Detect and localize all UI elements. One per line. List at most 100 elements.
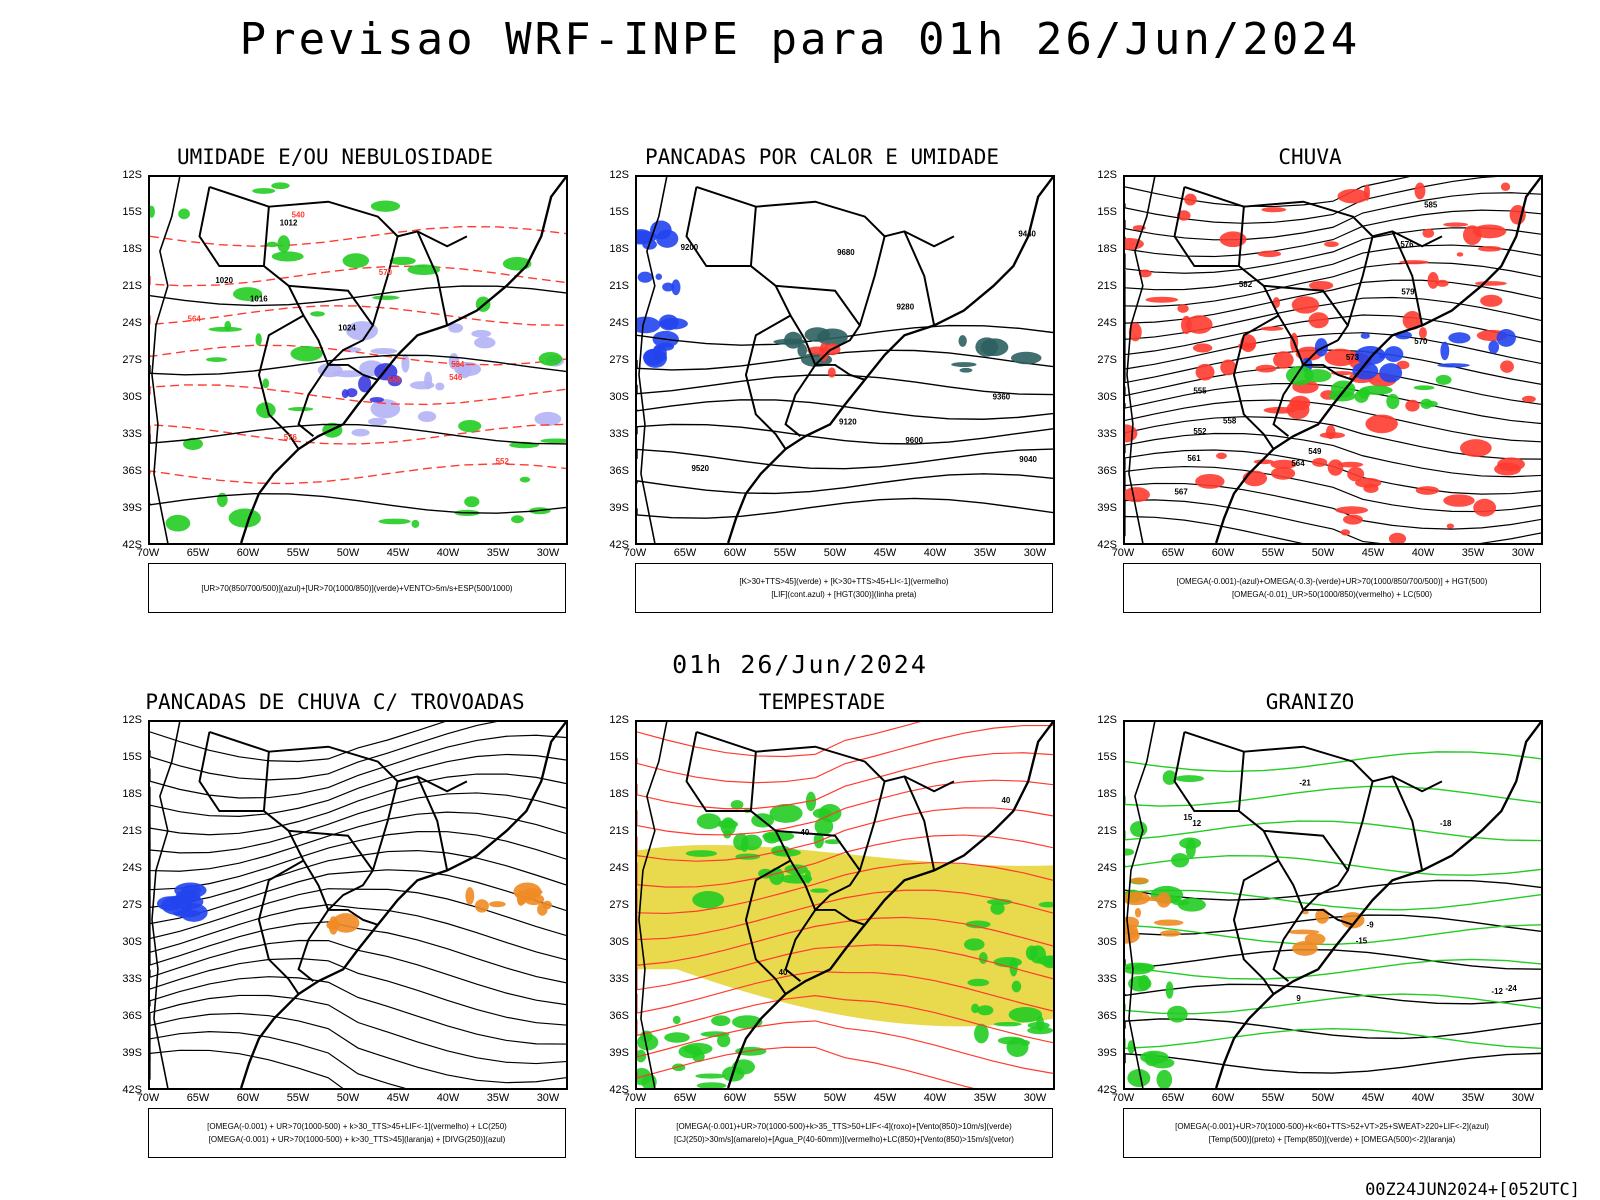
map-layer [150,722,566,1088]
legend-line: [OMEGA(-0.001)-(azul)+OMEGA(-0.3)-(verde… [1176,577,1488,586]
contour-label: 579 [1401,288,1415,297]
lat-tick-label: 36S [122,465,142,477]
lat-tick-label: 33S [609,973,629,985]
lon-tick-label: 70W [1111,547,1135,559]
lat-tick-label: 24S [609,862,629,874]
lon-tick-label: 30W [1511,547,1535,559]
lon-tick-label: 40W [436,1092,460,1104]
lat-axis: 12S 15S 18S 21S 24S 27S 30S 33S 36S 39S 42S [1075,169,1121,551]
legend-line: [LIF](cont.azul) + [HGT(300)](linha pret… [771,590,917,599]
lat-tick-label: 21S [1097,280,1117,292]
lon-tick-label: 55W [1261,547,1285,559]
lon-tick-label: 40W [923,547,947,559]
panel-title: PANCADAS DE CHUVA C/ TROVOADAS [145,690,525,714]
weather-map: -9 -12 -15 -18 -21 -24 12 15 9 [1123,720,1543,1090]
legend-line: [UR>70(850/700/500)](azul)+[UR>70(1000/8… [201,583,513,593]
contour-label: 534 [451,360,465,369]
lat-tick-label: 12S [122,169,142,181]
lat-tick-label: 39S [609,502,629,514]
lat-tick-label: 21S [122,825,142,837]
contour-label: 576 [284,433,298,442]
lat-tick-label: 15S [122,206,142,218]
lat-tick-label: 30S [122,391,142,403]
lon-tick-label: 45W [1361,547,1385,559]
panel-title: CHUVA [1278,145,1342,169]
contour-label: -12 [1491,987,1503,996]
lat-tick-label: 33S [1097,428,1117,440]
contour-label: 558 [388,376,402,385]
panel-legend: [OMEGA(-0.001)-(azul)+OMEGA(-0.3)-(verde… [1123,563,1541,613]
contour-label: 573 [1346,353,1360,362]
lat-tick-label: 21S [122,280,142,292]
legend-line: [Temp(500)](preto) + [Temp(850)](verde) … [1208,1135,1456,1144]
lat-tick-label: 15S [1097,206,1117,218]
lon-tick-label: 45W [1361,1092,1385,1104]
panel-legend: [K>30+TTS>45](verde) + [K>30+TTS>45+LI<-… [635,563,1053,613]
lat-tick-label: 39S [609,1047,629,1059]
contour-label: 1016 [250,295,268,304]
panel-legend: [OMEGA(-0.001) + UR>70(1000-500) + k>30_… [148,1108,566,1158]
lon-axis: 70W 65W 60W 55W 50W 45W 40W 35W 30W [1112,1092,1543,1108]
lat-tick-label: 24S [609,317,629,329]
panel-legend: [UR>70(850/700/500)](azul)+[UR>70(1000/8… [148,563,566,613]
contour-label: 15 [1183,813,1192,822]
map-panel-pancadas_trovoadas: PANCADAS DE CHUVA C/ TROVOADAS 12S 15S 18S 2… [100,690,570,1200]
contour-label: 564 [1291,459,1305,468]
lon-tick-label: 35W [973,1092,997,1104]
lon-tick-label: 60W [1211,1092,1235,1104]
run-stamp: 00Z24JUN2024+[052UTC] [1365,1180,1580,1200]
contour-label: 40 [800,828,809,837]
lon-axis: 70W 65W 60W 55W 50W 45W 40W 35W 30W [137,1092,568,1108]
lon-tick-label: 50W [1311,1092,1335,1104]
weather-map [148,720,568,1090]
panel-title: UMIDADE E/OU NEBULOSIDADE [176,145,494,169]
contour-label: 9440 [1018,229,1036,238]
contour-label: 585 [1424,201,1438,210]
lat-tick-label: 18S [122,243,142,255]
lon-axis: 70W 65W 60W 55W 50W 45W 40W 35W 30W [1112,547,1543,563]
lon-tick-label: 50W [823,1092,847,1104]
lat-tick-label: 42S [609,1084,629,1096]
lat-tick-label: 27S [1097,899,1117,911]
contour-label: 552 [1193,427,1207,436]
contour-label: -9 [1367,921,1375,930]
lat-tick-label: 36S [609,465,629,477]
lon-tick-label: 55W [1261,1092,1285,1104]
contour-label: 40 [779,968,788,977]
lat-tick-label: 24S [1097,862,1117,874]
lat-tick-label: 12S [122,714,142,726]
lat-tick-label: 18S [1097,243,1117,255]
contour-label: 561 [1187,454,1201,463]
page-title: Previsao WRF-INPE para 01h 26/Jun/2024 [239,14,1361,65]
map-panel-tempestade: TEMPESTADE 12S 15S 18S 21S 24S 27S 30S 33S 36S 39S… [587,690,1057,1200]
lon-tick-label: 30W [1023,1092,1047,1104]
lon-tick-label: 35W [486,1092,510,1104]
lon-tick-label: 50W [1311,547,1335,559]
lon-tick-label: 40W [923,1092,947,1104]
map-panel-umidade: UMIDADE E/OU NEBULOSIDADE 12S 15S 18S 21S 24S… [100,145,570,655]
lon-tick-label: 35W [486,547,510,559]
lat-tick-label: 15S [609,206,629,218]
lat-tick-label: 12S [609,169,629,181]
lon-tick-label: 65W [673,547,697,559]
legend-line: [CJ(250)>30m/s](amarelo)+[Agua_P(40-60mm… [674,1135,1014,1144]
map-layer: 585 582 579 576 573 570 567 564 561 558 555 552 549 [1125,177,1541,543]
lat-tick-label: 39S [122,502,142,514]
lat-tick-label: 21S [1097,825,1117,837]
lon-tick-label: 30W [536,1092,560,1104]
lon-tick-label: 40W [1411,1092,1435,1104]
lat-tick-label: 12S [1097,169,1117,181]
contour-label: 40 [1001,796,1010,805]
lat-tick-label: 18S [122,788,142,800]
lat-tick-label: 33S [1097,973,1117,985]
lon-tick-label: 30W [1023,547,1047,559]
contour-label: 564 [188,314,202,323]
panel-title: PANCADAS POR CALOR E UMIDADE [644,145,999,169]
lat-tick-label: 27S [609,354,629,366]
panel-legend: [OMEGA(-0.001)+UR>70(1000-500)+k>35_TTS>… [635,1108,1053,1158]
contour-label: 1024 [338,323,356,332]
lon-tick-label: 30W [536,547,560,559]
lat-tick-label: 24S [122,862,142,874]
lat-tick-label: 36S [609,1010,629,1022]
